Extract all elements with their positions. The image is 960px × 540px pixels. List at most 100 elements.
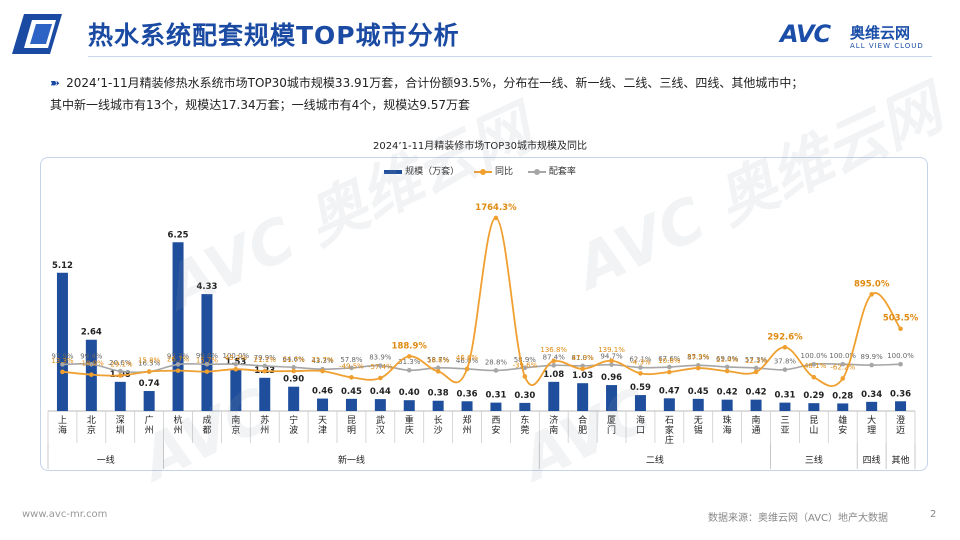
bar xyxy=(577,383,589,411)
group-label: 一线 xyxy=(97,454,115,466)
legend-item-yoy: 同比 xyxy=(473,164,513,177)
yoy-data-label: -29.1% xyxy=(108,361,133,369)
category-tick-label: 杭 xyxy=(174,414,183,426)
point-yoy xyxy=(551,358,557,364)
bar xyxy=(866,401,878,411)
point-yoy xyxy=(435,369,441,374)
category-tick-label: 肥 xyxy=(578,425,587,436)
legend-bar-label: 规模（万套） xyxy=(405,167,460,177)
bar-value-label: 0.28 xyxy=(832,391,853,401)
yoy-data-label: 15.7% xyxy=(196,357,219,365)
bullet-arrow-icon: ➽ xyxy=(50,76,61,90)
point-yoy xyxy=(464,366,470,372)
rate-data-label: 62.1% xyxy=(629,356,652,364)
category-tick-label: 上 xyxy=(58,415,67,426)
category-tick-label: 厦 xyxy=(607,415,616,426)
category-tick-label: 亚 xyxy=(780,425,789,436)
point-rate xyxy=(811,361,817,367)
rate-data-label: 31.3% xyxy=(398,358,421,366)
category-tick-label: 海 xyxy=(723,424,732,436)
category-tick-label: 雄 xyxy=(838,414,847,426)
category-tick-label: 昆 xyxy=(347,415,356,426)
point-rate xyxy=(60,362,65,367)
point-rate xyxy=(204,361,210,367)
bar xyxy=(403,400,415,411)
bar xyxy=(490,402,502,411)
yoy-data-label: 12.1% xyxy=(745,357,768,365)
category-tick-label: 长 xyxy=(434,414,443,426)
point-yoy xyxy=(349,375,354,380)
yoy-data-label: 47.3% xyxy=(572,354,595,362)
point-yoy xyxy=(204,369,210,374)
point-yoy xyxy=(406,354,412,359)
category-tick-label: 波 xyxy=(289,424,298,436)
point-rate xyxy=(349,365,354,371)
yoy-data-label: 136.8% xyxy=(540,346,567,354)
bar xyxy=(461,401,473,411)
point-rate xyxy=(609,362,614,367)
point-rate xyxy=(898,361,903,367)
point-rate xyxy=(117,368,123,374)
rate-data-label: 16.3% xyxy=(138,360,161,368)
rate-data-label: 100.0% xyxy=(222,352,249,360)
bar-value-label: 2.64 xyxy=(81,328,102,338)
rate-data-label: 57.3% xyxy=(745,356,768,364)
category-tick-label: 南 xyxy=(549,424,558,436)
point-yoy xyxy=(638,371,643,376)
footer-source: 数据来源：奥维云网（AVC）地产大数据 xyxy=(708,513,889,524)
legend-item-bar: 规模（万套） xyxy=(384,164,459,177)
point-rate xyxy=(782,367,788,372)
bar-value-label: 0.45 xyxy=(341,387,362,397)
yoy-data-label: -4.3% xyxy=(630,358,651,366)
bar xyxy=(721,399,733,411)
category-tick-label: 山 xyxy=(809,425,818,436)
point-yoy xyxy=(89,372,94,377)
category-tick-label: 无 xyxy=(694,415,703,426)
category-tick-label: 莞 xyxy=(520,424,529,436)
yoy-data-label: -48.1% xyxy=(801,362,826,370)
category-tick-label: 州 xyxy=(463,425,472,436)
bar xyxy=(259,377,271,411)
yoy-data-label: 55.9% xyxy=(687,353,710,361)
bar-value-label: 0.42 xyxy=(746,388,767,398)
category-tick-label: 成 xyxy=(202,414,211,426)
category-tick-label: 郑 xyxy=(463,414,472,426)
bar xyxy=(779,402,791,411)
bar-value-label: 0.96 xyxy=(601,373,622,383)
bar-value-label: 0.36 xyxy=(890,389,911,399)
bar xyxy=(750,399,762,411)
category-tick-label: 州 xyxy=(145,425,154,436)
point-yoy xyxy=(117,373,123,378)
category-tick-label: 庆 xyxy=(405,424,414,436)
point-yoy xyxy=(609,358,614,364)
bar xyxy=(345,398,357,411)
rate-data-label: 81.0% xyxy=(572,354,595,362)
bar-value-label: 0.46 xyxy=(312,387,333,397)
bar-value-label: 0.38 xyxy=(428,389,449,399)
point-yoy xyxy=(233,366,239,372)
point-rate xyxy=(638,365,643,370)
bar xyxy=(837,403,849,411)
bar-value-label: 1.03 xyxy=(572,371,593,381)
logo-en: ALL VIEW CLOUD xyxy=(850,42,924,50)
rate-data-label: 46.0% xyxy=(456,357,479,365)
bar xyxy=(230,369,242,411)
rate-data-label: 58.9% xyxy=(514,356,537,364)
group-label: 三线 xyxy=(805,454,823,466)
point-rate xyxy=(291,365,296,370)
legend-item-rate: 配套率 xyxy=(527,164,576,177)
bar xyxy=(374,399,386,411)
legend-yoy-label: 同比 xyxy=(494,167,513,177)
point-yoy xyxy=(580,366,585,372)
point-yoy xyxy=(695,365,701,371)
bar xyxy=(432,400,444,411)
series-line-rate xyxy=(62,362,901,374)
category-tick-label: 门 xyxy=(607,424,616,436)
yoy-data-label: 21.1% xyxy=(254,356,277,364)
summary-line-2: 其中新一线城市有13个，规模达17.34万套；一线城市有4个，规模达9.57万套 xyxy=(50,98,470,112)
yoy-data-label: 895.0% xyxy=(854,279,890,289)
legend-rate-label: 配套率 xyxy=(548,167,576,177)
bar xyxy=(606,385,618,411)
point-rate xyxy=(175,362,181,367)
